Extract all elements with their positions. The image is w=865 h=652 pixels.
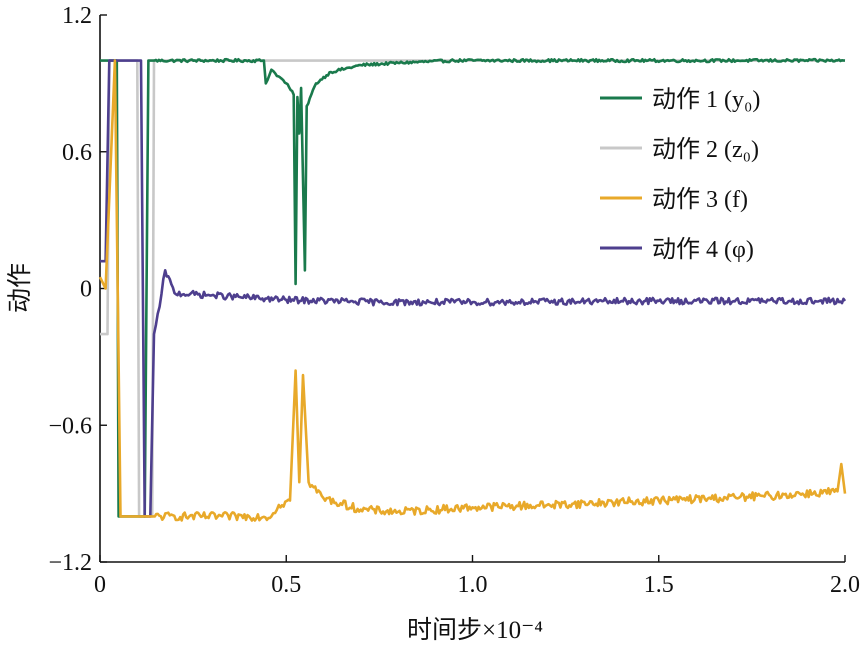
series-line-3 bbox=[98, 59, 847, 522]
legend-label-3: 动作 3 (f) bbox=[652, 186, 748, 213]
x-tick-label: 1.5 bbox=[644, 572, 674, 598]
legend-label-4: 动作 4 (φ) bbox=[652, 236, 754, 263]
x-tick-label: 2.0 bbox=[830, 572, 860, 598]
series-line-2 bbox=[100, 59, 845, 518]
y-axis-label: 动作 bbox=[6, 263, 34, 313]
y-tick-label: 0 bbox=[80, 277, 92, 303]
series-line-4 bbox=[100, 59, 847, 518]
y-tick-label: −0.6 bbox=[48, 413, 92, 439]
y-tick-label: 1.2 bbox=[62, 3, 92, 29]
legend-label-1: 动作 1 (y₀) bbox=[652, 86, 760, 113]
x-tick-label: 0 bbox=[94, 572, 106, 598]
legend-label-2: 动作 2 (z₀) bbox=[652, 136, 759, 163]
legend: 动作 1 (y₀) 动作 2 (z₀) 动作 3 (f) 动作 4 (φ) bbox=[600, 86, 760, 263]
series-line-1 bbox=[100, 57, 846, 518]
x-tick-label: 1.0 bbox=[458, 572, 488, 598]
x-tick-label: 0.5 bbox=[271, 572, 301, 598]
x-axis-label: 时间步×10⁻⁴ bbox=[407, 616, 543, 644]
series-lines bbox=[98, 57, 847, 522]
axes: 0 0.5 1.0 1.5 2.0 1.2 0.6 0 −0.6 −1.2 bbox=[48, 3, 860, 598]
y-tick-label: 0.6 bbox=[62, 140, 92, 166]
y-tick-label: −1.2 bbox=[48, 550, 92, 576]
